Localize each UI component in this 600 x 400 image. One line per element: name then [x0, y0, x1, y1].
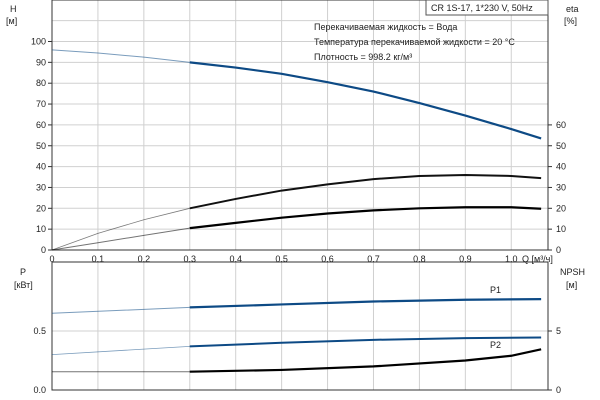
y-axis-unit: [м] [6, 16, 17, 26]
p1-label: P1 [490, 285, 501, 295]
y2-axis-unit: [%] [564, 16, 577, 26]
info-text: Перекачиваемая жидкость = Вода [314, 22, 457, 32]
x-tick-label: 0,5 [275, 254, 288, 264]
x-tick-label: 0,3 [184, 254, 197, 264]
info-text: Температура перекачиваемой жидкости = 20… [314, 37, 515, 47]
chart-title: CR 1S-17, 1*230 V, 50Hz [431, 3, 533, 13]
y2-axis-label: eta [566, 4, 579, 14]
p-axis-label: P [20, 267, 26, 277]
y2-tick-label: 20 [556, 203, 566, 213]
y-tick-label: 10 [36, 224, 46, 234]
y-tick-label: 90 [36, 57, 46, 67]
p2-curve [189, 336, 542, 348]
p-axis-unit: [кВт] [14, 280, 33, 290]
y-tick-label: 70 [36, 99, 46, 109]
x-tick-label: 0,7 [367, 254, 380, 264]
y-tick-label: 0 [41, 245, 46, 255]
x-tick-label: 0,4 [229, 254, 242, 264]
head-curve [189, 61, 542, 140]
x-tick-label: 0 [49, 254, 54, 264]
npsh-curve [189, 348, 542, 373]
x-tick-label: 0,6 [321, 254, 334, 264]
p-tick-label: 0.0 [33, 385, 46, 395]
npsh-tick-label: 5 [556, 326, 561, 336]
npsh-axis-unit: [м] [566, 280, 577, 290]
title-box [425, 0, 549, 16]
eta-curve-2-thin [51, 206, 542, 251]
npsh-axis-label: NPSH [560, 267, 585, 277]
x-tick-label: 0,8 [413, 254, 426, 264]
npsh-tick-label: 0 [556, 385, 561, 395]
y-tick-label: 30 [36, 182, 46, 192]
eta-curve-1 [189, 173, 542, 210]
y2-tick-label: 10 [556, 224, 566, 234]
p-tick-label: 0.5 [33, 326, 46, 336]
x-axis-label: Q [м³/ч] [522, 254, 553, 264]
info-text: Плотность = 998.2 кг/м³ [314, 52, 412, 62]
y-tick-label: 60 [36, 120, 46, 130]
p2-label: P2 [490, 340, 501, 350]
y-axis-label: H [10, 4, 17, 14]
y-tick-label: 80 [36, 78, 46, 88]
y2-tick-label: 0 [556, 245, 561, 255]
y-tick-label: 100 [31, 37, 46, 47]
p2-curve-thin [51, 337, 542, 355]
y-tick-label: 40 [36, 162, 46, 172]
x-tick-label: 0,9 [459, 254, 472, 264]
y-tick-label: 50 [36, 141, 46, 151]
y2-tick-label: 60 [556, 120, 566, 130]
y2-tick-label: 40 [556, 162, 566, 172]
y2-tick-label: 50 [556, 141, 566, 151]
p1-curve [189, 298, 542, 309]
x-tick-label: 0,1 [92, 254, 105, 264]
p1-curve-thin [51, 298, 542, 314]
y2-tick-label: 30 [556, 182, 566, 192]
y-tick-label: 20 [36, 203, 46, 213]
bottom-plot-frame [51, 261, 549, 391]
x-tick-label: 0,2 [138, 254, 151, 264]
x-tick-label: 1,0 [505, 254, 518, 264]
eta-curve-2 [189, 206, 542, 230]
